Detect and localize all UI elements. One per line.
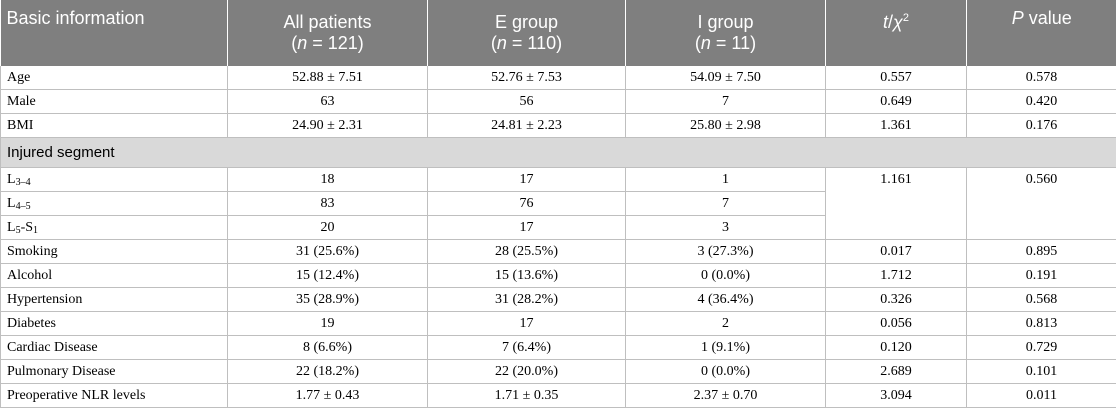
cell-p: 0.191 [966,263,1116,288]
table-row: L5-S1 20 17 3 [0,215,1116,240]
table-row: Pulmonary Disease 22 (18.2%) 22 (20.0%) … [0,359,1116,384]
cell-all: 22 (18.2%) [227,359,428,384]
cell-all: 20 [227,215,428,240]
cell-p: 0.578 [966,66,1116,90]
cell-stat: 2.689 [825,359,967,384]
cell-e: 17 [427,311,626,336]
row-label: Smoking [0,239,228,264]
row-label: L3–4 [0,167,228,192]
cell-all: 52.88 ± 7.51 [227,66,428,90]
table-row: Hypertension 35 (28.9%) 31 (28.2%) 4 (36… [0,287,1116,312]
table-row: Smoking 31 (25.6%) 28 (25.5%) 3 (27.3%) … [0,239,1116,264]
cell-all: 24.90 ± 2.31 [227,113,428,138]
cell-stat-merged: 1.161 [825,167,967,240]
cell-stat: 0.017 [825,239,967,264]
cell-i: 3 (27.3%) [625,239,826,264]
row-label: BMI [0,113,228,138]
row-label: Hypertension [0,287,228,312]
cell-stat: 0.557 [825,66,967,90]
header-test-statistic: t/χ2 [825,0,967,66]
cell-e: 28 (25.5%) [427,239,626,264]
table-row: Age 52.88 ± 7.51 52.76 ± 7.53 54.09 ± 7.… [0,66,1116,90]
cell-i: 4 (36.4%) [625,287,826,312]
cell-p: 0.729 [966,335,1116,360]
cell-stat: 0.326 [825,287,967,312]
table-row: Cardiac Disease 8 (6.6%) 7 (6.4%) 1 (9.1… [0,335,1116,360]
section-label: Injured segment [0,137,1116,168]
cell-i: 2.37 ± 0.70 [625,383,826,408]
cell-all: 1.77 ± 0.43 [227,383,428,408]
row-label: Pulmonary Disease [0,359,228,384]
cell-stat: 0.649 [825,89,967,114]
cell-p: 0.420 [966,89,1116,114]
cell-all: 83 [227,191,428,216]
cell-i: 0 (0.0%) [625,359,826,384]
cell-p: 0.011 [966,383,1116,408]
cell-e: 1.71 ± 0.35 [427,383,626,408]
cell-p: 0.568 [966,287,1116,312]
cell-p: 0.176 [966,113,1116,138]
row-label: Male [0,89,228,114]
cell-i: 54.09 ± 7.50 [625,66,826,90]
row-label: L4–5 [0,191,228,216]
row-label: Diabetes [0,311,228,336]
cell-p: 0.813 [966,311,1116,336]
cell-i: 2 [625,311,826,336]
cell-i: 0 (0.0%) [625,263,826,288]
cell-e: 7 (6.4%) [427,335,626,360]
cell-i: 25.80 ± 2.98 [625,113,826,138]
cell-all: 63 [227,89,428,114]
section-row-injured-segment: Injured segment [0,137,1116,168]
cell-stat: 0.056 [825,311,967,336]
row-label: Cardiac Disease [0,335,228,360]
cell-all: 19 [227,311,428,336]
row-label: L5-S1 [0,215,228,240]
table-row: BMI 24.90 ± 2.31 24.81 ± 2.23 25.80 ± 2.… [0,113,1116,138]
header-e-group: E group (n = 110) [427,0,626,66]
cell-e: 76 [427,191,626,216]
header-p-value: P value [966,0,1116,66]
header-row: Basic information All patients (n = 121)… [0,0,1116,66]
cell-e: 17 [427,167,626,192]
table-row: L4–5 83 76 7 [0,191,1116,216]
cell-e: 24.81 ± 2.23 [427,113,626,138]
cell-stat: 1.712 [825,263,967,288]
cell-p: 0.101 [966,359,1116,384]
table-row: Diabetes 19 17 2 0.056 0.813 [0,311,1116,336]
cell-e: 17 [427,215,626,240]
cell-i: 7 [625,89,826,114]
row-label: Age [0,66,228,90]
cell-e: 52.76 ± 7.53 [427,66,626,90]
cell-stat: 1.361 [825,113,967,138]
cell-i: 1 [625,167,826,192]
row-label: Alcohol [0,263,228,288]
cell-all: 31 (25.6%) [227,239,428,264]
cell-p: 0.895 [966,239,1116,264]
table-row: Male 63 56 7 0.649 0.420 [0,89,1116,114]
cell-i: 7 [625,191,826,216]
cell-e: 15 (13.6%) [427,263,626,288]
cell-stat: 3.094 [825,383,967,408]
cell-e: 31 (28.2%) [427,287,626,312]
cell-stat: 0.120 [825,335,967,360]
cell-p-merged: 0.560 [966,167,1116,240]
header-basic-information: Basic information [0,0,228,66]
header-i-group: I group (n = 11) [625,0,826,66]
table-row: Alcohol 15 (12.4%) 15 (13.6%) 0 (0.0%) 1… [0,263,1116,288]
cell-all: 15 (12.4%) [227,263,428,288]
table-row: Preoperative NLR levels 1.77 ± 0.43 1.71… [0,383,1116,408]
cell-e: 22 (20.0%) [427,359,626,384]
row-label: Preoperative NLR levels [0,383,228,408]
cell-i: 3 [625,215,826,240]
cell-i: 1 (9.1%) [625,335,826,360]
cell-all: 18 [227,167,428,192]
cell-all: 8 (6.6%) [227,335,428,360]
cell-all: 35 (28.9%) [227,287,428,312]
cell-e: 56 [427,89,626,114]
header-all-patients: All patients (n = 121) [227,0,428,66]
table-row: L3–4 18 17 1 1.161 0.560 [0,167,1116,240]
